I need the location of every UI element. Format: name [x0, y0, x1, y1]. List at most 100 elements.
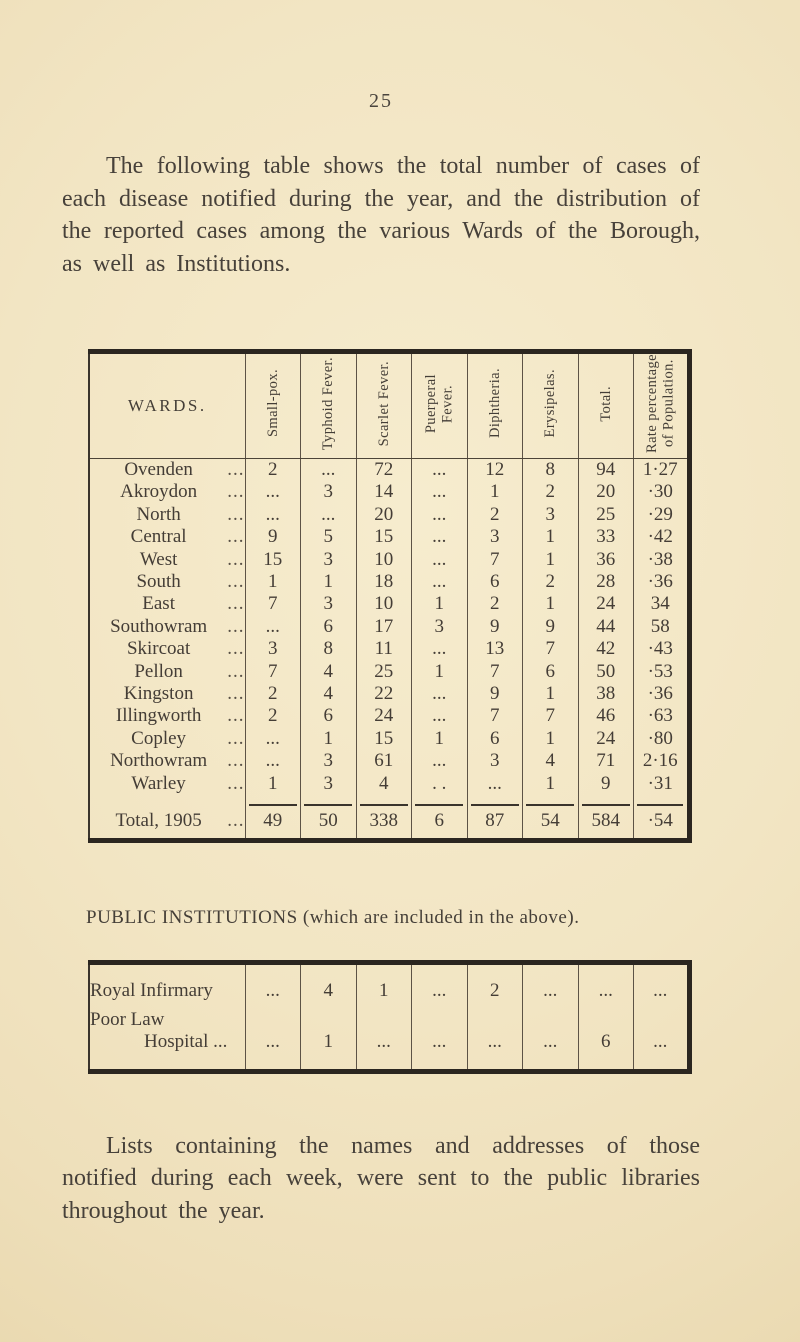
sum-rule — [470, 803, 519, 806]
diphtheria-cell: 3 — [466, 750, 523, 773]
puerperal-cell: ... — [411, 548, 467, 572]
scarlet-cell: 72 — [355, 458, 412, 482]
typhoid-cell: 1 — [300, 571, 356, 594]
erysipelas-cell: ... — [522, 1008, 578, 1072]
sum-rule-cell — [522, 795, 578, 809]
table-row: Ovenden... 2 ... 72 ... 12 8 94 1·27 — [89, 458, 689, 482]
typhoid-cell: 4 — [300, 683, 356, 706]
total-cell: 42 — [577, 638, 634, 661]
scarlet-cell: ... — [355, 1008, 412, 1072]
rate-cell: 58 — [633, 615, 689, 639]
institution-name-cell: Poor Law Hospital ... — [89, 1009, 245, 1072]
dot-leader: ... — [227, 526, 245, 548]
puerperal-cell: ... — [411, 962, 467, 1009]
total-total: 584 — [577, 808, 634, 841]
typhoid-cell: ... — [300, 503, 356, 527]
diphtheria-cell: 7 — [466, 705, 523, 728]
puerperal-cell: . . — [411, 772, 467, 796]
table-row: Skircoat... 3 8 11 ... 13 7 42 ·43 — [89, 638, 689, 661]
sum-rule-cell — [577, 795, 634, 809]
sum-rule-cell — [355, 795, 412, 809]
col-header-scarlet: Scarlet Fever. — [355, 351, 412, 459]
smallpox-header-label: Small-pox. — [264, 369, 281, 438]
smallpox-cell: ... — [244, 727, 301, 751]
diphtheria-total: 87 — [466, 808, 523, 841]
table-row: Northowram... ... 3 61 ... 3 4 71 2·16 — [89, 750, 689, 773]
table-header: WARDS. Small-pox. Typhoid Fever. Scarlet… — [89, 351, 689, 459]
smallpox-cell: 9 — [244, 526, 301, 549]
institution-name-cell: Royal Infirmary — [89, 963, 245, 1009]
erysipelas-cell: 2 — [522, 571, 578, 594]
ward-name: Southowram — [110, 615, 208, 637]
ward-name: Ovenden — [124, 458, 193, 480]
empty-cell — [89, 795, 245, 808]
rate-cell: ... — [633, 962, 689, 1009]
rate-cell: ·36 — [633, 683, 689, 706]
typhoid-cell: 1 — [300, 727, 356, 751]
smallpox-cell: ... — [244, 962, 301, 1009]
puerperal-total: 6 — [411, 808, 467, 841]
erysipelas-cell: 1 — [522, 526, 578, 549]
sum-rule-cell — [300, 795, 356, 809]
totals-section: Total, 1905... 49 50 338 6 87 54 584 ·54 — [89, 795, 689, 841]
diphtheria-cell: 7 — [466, 548, 523, 572]
puerperal-line1: Puerperal — [422, 373, 439, 434]
smallpox-cell: 1 — [244, 571, 301, 594]
col-header-wards: WARDS. — [89, 351, 245, 459]
ward-name-cell: Southowram... — [89, 616, 245, 638]
ward-name-cell: East... — [89, 593, 245, 615]
ward-name: Kingston — [123, 683, 194, 705]
puerperal-cell: ... — [411, 750, 467, 773]
ward-name-cell: North... — [89, 504, 245, 526]
scarlet-cell: 18 — [355, 571, 412, 594]
total-label: Total, 1905 — [115, 810, 202, 832]
scarlet-cell: 15 — [355, 526, 412, 549]
total-cell: 6 — [577, 1008, 634, 1072]
erysipelas-cell: 2 — [522, 481, 578, 504]
diphtheria-cell: 1 — [466, 481, 523, 504]
scarlet-cell: 20 — [355, 503, 412, 527]
sum-rule-cell — [244, 795, 301, 809]
scarlet-cell: 61 — [355, 750, 412, 773]
ward-name-cell: Akroydon... — [89, 481, 245, 503]
col-header-puerperal: Puerperal Fever. — [411, 351, 467, 459]
puerperal-cell: 3 — [411, 615, 467, 639]
smallpox-cell: ... — [244, 615, 301, 639]
table-row: Illingworth... 2 6 24 ... 7 7 46 ·63 — [89, 705, 689, 728]
erysipelas-cell: 4 — [522, 750, 578, 773]
institution-name-line1: Poor Law — [90, 1008, 165, 1030]
dot-leader: ... — [227, 660, 245, 682]
diphtheria-cell: ... — [466, 1008, 523, 1072]
ward-name: West — [139, 548, 178, 570]
rate-cell: 2·16 — [633, 750, 689, 773]
puerperal-cell: ... — [411, 526, 467, 549]
rate-cell: 34 — [633, 593, 689, 616]
institutions-heading: PUBLIC INSTITUTIONS (which are included … — [86, 907, 580, 929]
rate-cell: ... — [633, 1008, 689, 1072]
scarlet-cell: 11 — [355, 638, 412, 661]
rate-line2: of Population. — [660, 359, 677, 448]
typhoid-cell: 3 — [300, 772, 356, 796]
diphtheria-cell: 2 — [466, 593, 523, 616]
puerperal-cell: ... — [411, 481, 467, 504]
rate-cell: ·80 — [633, 727, 689, 751]
scarlet-cell: 15 — [355, 727, 412, 751]
ward-name: North — [136, 503, 181, 525]
rate-cell: ·36 — [633, 571, 689, 594]
dot-leader: ... — [227, 481, 245, 503]
typhoid-header-label: Typhoid Fever. — [320, 356, 336, 451]
typhoid-cell: 1 — [300, 1008, 356, 1072]
dot-leader: ... — [227, 638, 245, 660]
ward-name-cell: Northowram... — [89, 750, 245, 772]
scarlet-cell: 10 — [355, 593, 412, 616]
col-header-rate: Rate percentage of Population. — [633, 351, 689, 459]
total-cell: 46 — [577, 705, 634, 728]
institutions-rows: Royal Infirmary ... 4 1 ... 2 ... ... ..… — [89, 962, 689, 1072]
dot-leader: ... — [227, 810, 245, 832]
institutions-table: Royal Infirmary ... 4 1 ... 2 ... ... ..… — [88, 960, 692, 1074]
rate-cell: ·43 — [633, 638, 689, 661]
institution-name-line2: Hospital ... — [144, 1030, 228, 1052]
dot-leader: ... — [227, 683, 245, 705]
rate-cell: ·31 — [633, 772, 689, 796]
dot-leader: ... — [227, 727, 245, 749]
